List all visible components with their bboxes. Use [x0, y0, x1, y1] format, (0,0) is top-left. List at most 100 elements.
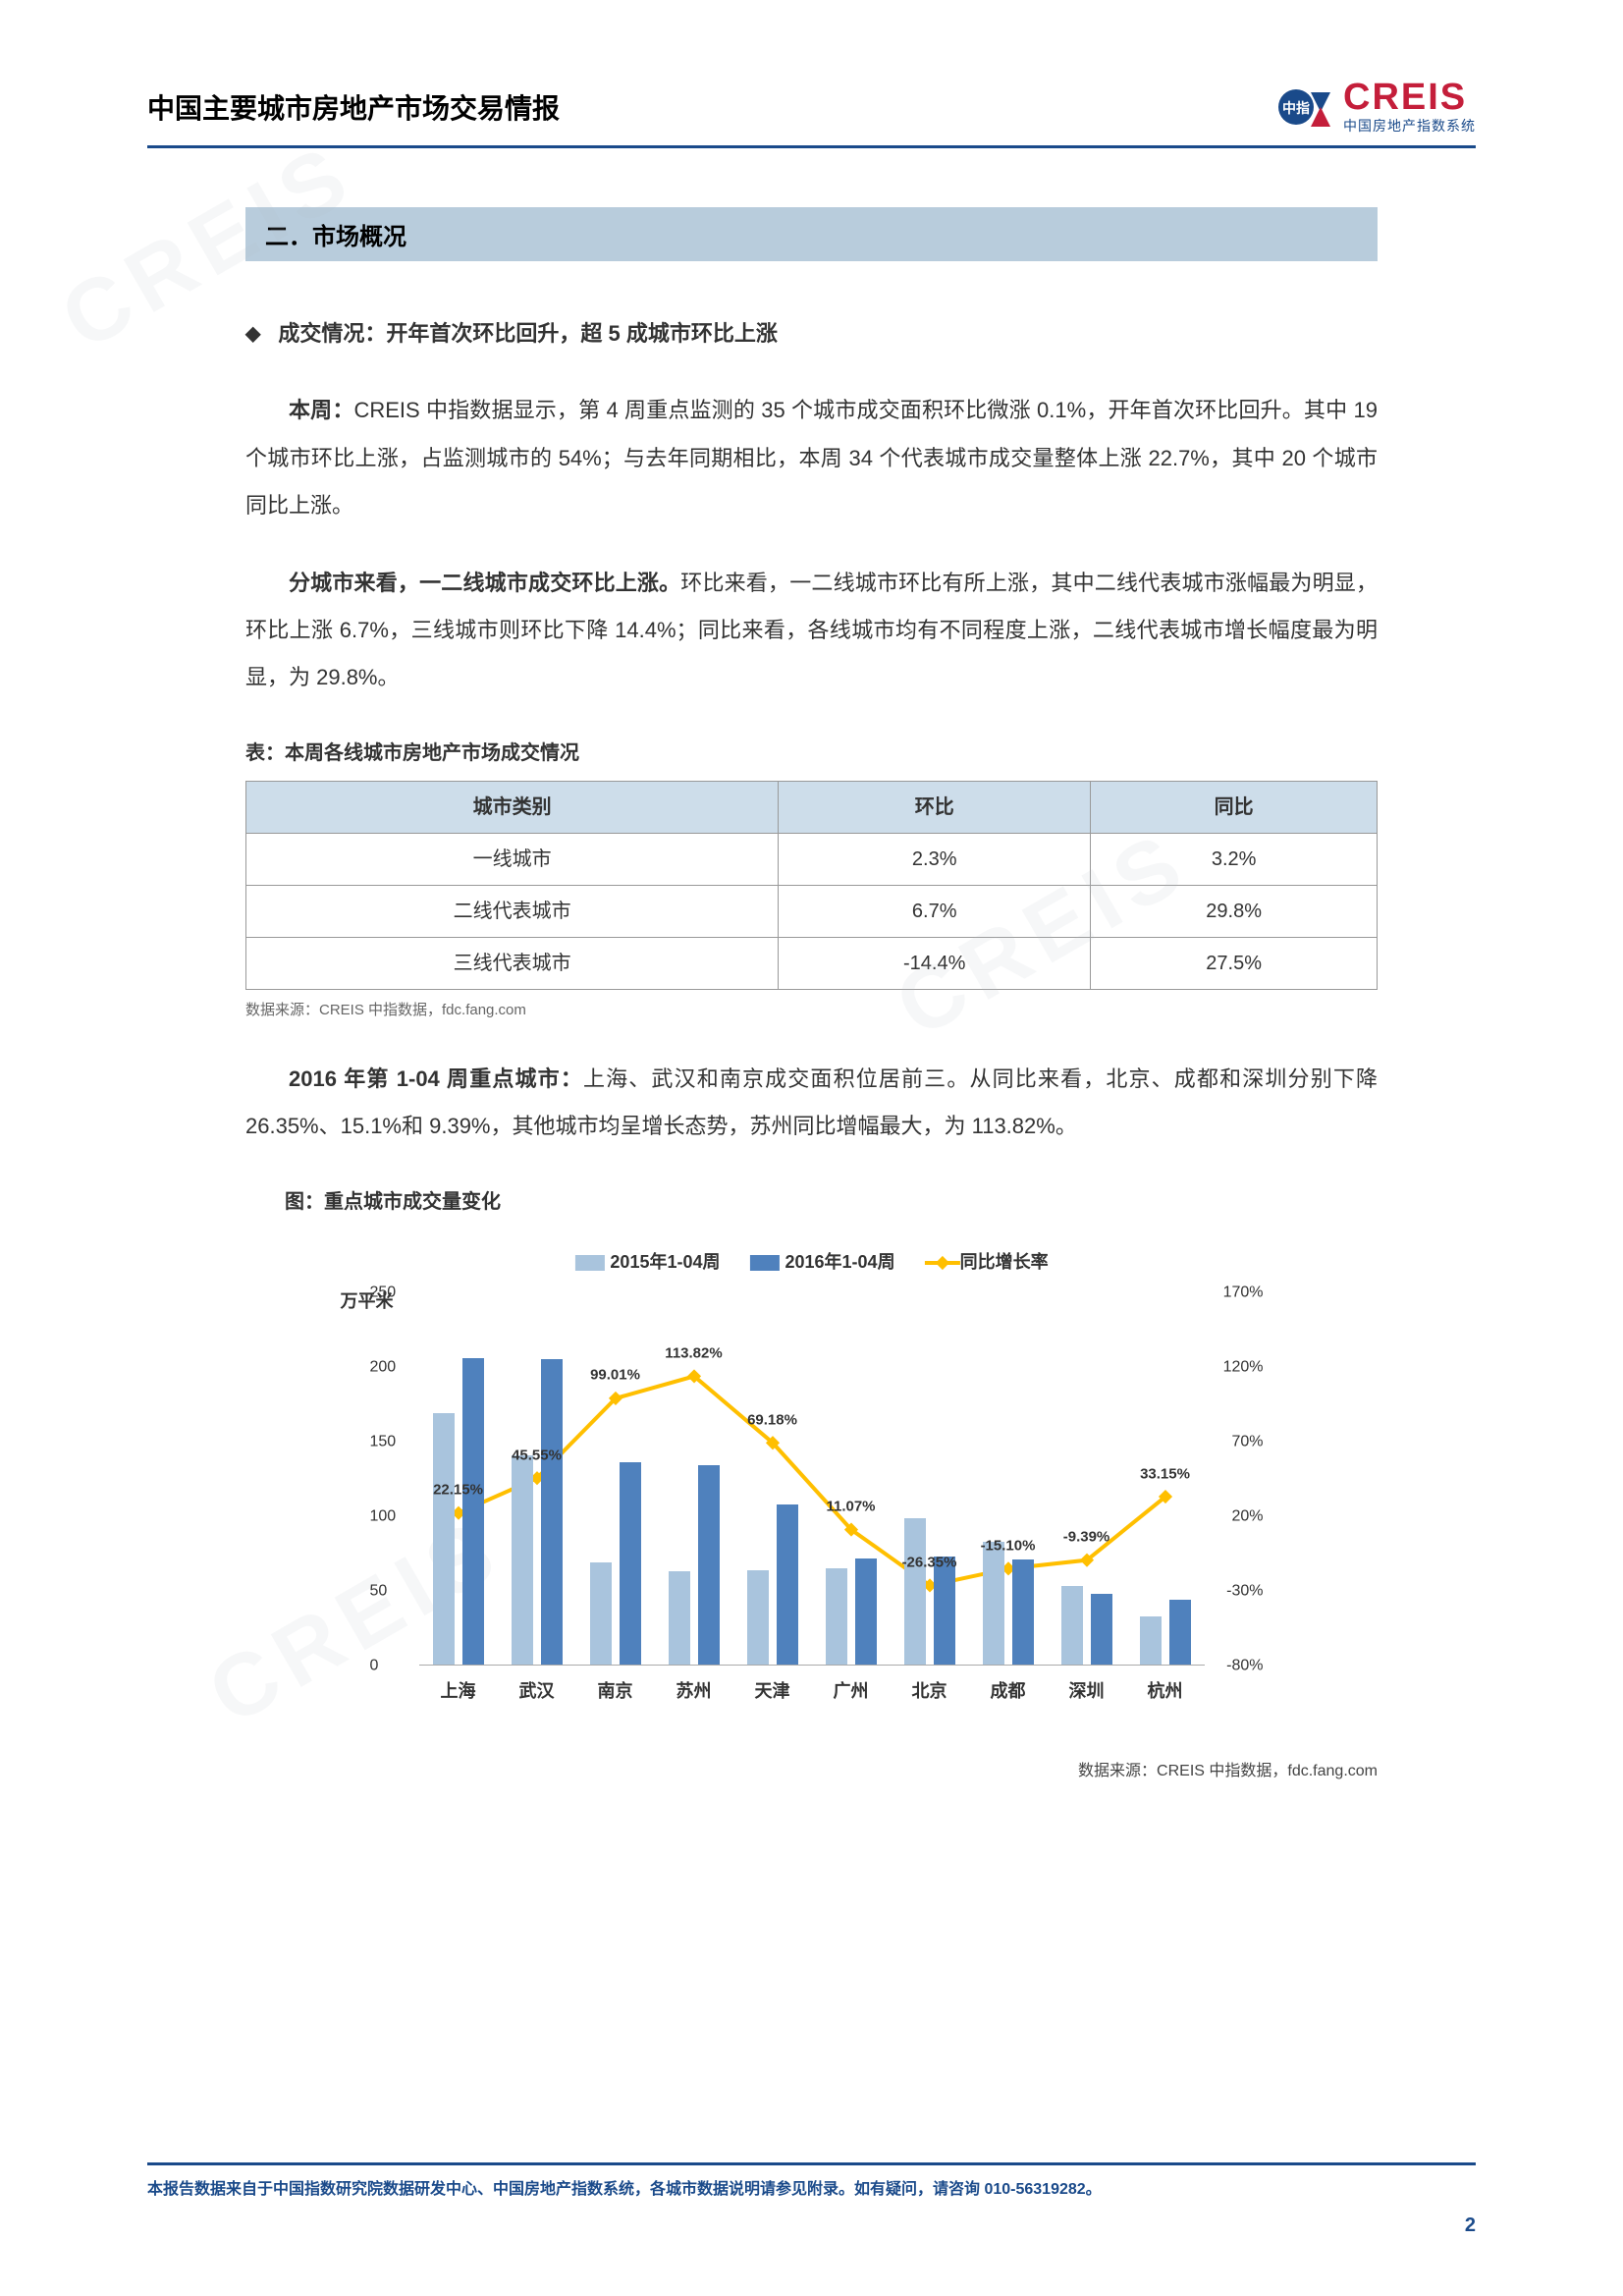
- page-number: 2: [147, 2214, 1476, 2237]
- y2-tick: 70%: [1231, 1424, 1263, 1458]
- y2-tick: 120%: [1223, 1349, 1264, 1384]
- bar-2015: [1061, 1586, 1083, 1664]
- growth-label: 99.01%: [590, 1359, 640, 1392]
- bar-2015: [590, 1562, 612, 1664]
- y1-tick: 200: [370, 1349, 397, 1384]
- table-cell: 27.5%: [1091, 937, 1378, 989]
- th-yoy: 同比: [1091, 781, 1378, 833]
- subsection-label: 成交情况：开年首次环比回升，超 5 成城市环比上涨: [278, 310, 777, 357]
- growth-label: 113.82%: [665, 1337, 722, 1369]
- bar-2016: [1012, 1559, 1034, 1664]
- bar-2016: [777, 1504, 798, 1665]
- chart: 2015年1-04周 2016年1-04周 同比增长率 万平米 05010015…: [321, 1243, 1303, 1734]
- bar-2015: [826, 1568, 847, 1664]
- th-mom: 环比: [779, 781, 1091, 833]
- diamond-icon: ◆: [245, 312, 260, 355]
- y2-tick: -80%: [1226, 1648, 1263, 1682]
- y1-tick: 100: [370, 1499, 397, 1533]
- page: 中国主要城市房地产市场交易情报 中指 CREIS 中国房地产指数系统 二．市场概…: [0, 0, 1623, 1847]
- logo-icon: 中指: [1276, 82, 1335, 132]
- table-cell: 6.7%: [779, 885, 1091, 937]
- chart-source: 数据来源：CREIS 中指数据，fdc.fang.com: [245, 1754, 1378, 1788]
- bar-2016: [855, 1558, 877, 1665]
- table-header-row: 城市类别 环比 同比: [246, 781, 1378, 833]
- p1-text: CREIS 中指数据显示，第 4 周重点监测的 35 个城市成交面积环比微涨 0…: [245, 398, 1378, 518]
- bar-2016: [1091, 1594, 1112, 1664]
- chart-plot: 050100150200250-80%-30%20%70%120%170%上海武…: [419, 1292, 1205, 1666]
- footer-text: 本报告数据来自于中国指数研究院数据研发中心、中国房地产指数系统，各城市数据说明请…: [147, 2175, 1476, 2199]
- x-category: 成都: [991, 1665, 1026, 1712]
- bar-2016: [698, 1465, 720, 1664]
- y2-tick: -30%: [1226, 1573, 1263, 1608]
- legend-growth: 同比增长率: [925, 1243, 1049, 1283]
- report-title: 中国主要城市房地产市场交易情报: [147, 87, 560, 127]
- growth-label: -9.39%: [1063, 1521, 1110, 1554]
- paragraph-1: 本周：CREIS 中指数据显示，第 4 周重点监测的 35 个城市成交面积环比微…: [245, 387, 1378, 529]
- logo-text: CREIS 中国房地产指数系统: [1343, 79, 1476, 136]
- legend-2016: 2016年1-04周: [750, 1243, 895, 1283]
- y1-tick: 150: [370, 1424, 397, 1458]
- svg-text:中指: 中指: [1282, 100, 1310, 116]
- page-footer: 本报告数据来自于中国指数研究院数据研发中心、中国房地产指数系统，各城市数据说明请…: [147, 2162, 1476, 2237]
- growth-label: -26.35%: [902, 1546, 957, 1578]
- growth-label: 11.07%: [826, 1490, 875, 1522]
- x-category: 广州: [834, 1665, 869, 1712]
- page-header: 中国主要城市房地产市场交易情报 中指 CREIS 中国房地产指数系统: [147, 79, 1476, 148]
- p3-bold: 2016 年第 1-04 周重点城市：: [289, 1066, 583, 1091]
- legend-line-icon: [925, 1261, 960, 1265]
- p2-bold: 分城市来看，一二线城市成交环比上涨。: [289, 571, 680, 595]
- growth-label: 33.15%: [1140, 1457, 1190, 1490]
- table-source: 数据来源：CREIS 中指数据，fdc.fang.com: [245, 994, 1378, 1026]
- table-row: 二线代表城市6.7%29.8%: [246, 885, 1378, 937]
- y2-tick: 170%: [1223, 1275, 1264, 1309]
- growth-label: 69.18%: [747, 1403, 797, 1436]
- p1-bold: 本周：: [289, 398, 353, 422]
- market-table: 城市类别 环比 同比 一线城市2.3%3.2%二线代表城市6.7%29.8%三线…: [245, 781, 1378, 990]
- bar-2016: [541, 1359, 563, 1664]
- y1-tick: 250: [370, 1275, 397, 1309]
- paragraph-2: 分城市来看，一二线城市成交环比上涨。环比来看，一二线城市环比有所上涨，其中二线代…: [245, 560, 1378, 702]
- logo-main: CREIS: [1343, 79, 1476, 116]
- table-cell: 三线代表城市: [246, 937, 779, 989]
- table-row: 一线城市2.3%3.2%: [246, 833, 1378, 885]
- y1-tick: 0: [370, 1648, 379, 1682]
- subsection-title: ◆ 成交情况：开年首次环比回升，超 5 成城市环比上涨: [245, 310, 1378, 357]
- th-category: 城市类别: [246, 781, 779, 833]
- table-cell: 二线代表城市: [246, 885, 779, 937]
- chart-line-layer: [419, 1292, 1205, 1666]
- bar-2016: [620, 1462, 641, 1664]
- bar-2016: [462, 1358, 484, 1665]
- bar-2015: [747, 1570, 769, 1665]
- y2-tick: 20%: [1231, 1499, 1263, 1533]
- table-cell: 一线城市: [246, 833, 779, 885]
- bar-2015: [433, 1413, 455, 1664]
- table-cell: 2.3%: [779, 833, 1091, 885]
- paragraph-3: 2016 年第 1-04 周重点城市：上海、武汉和南京成交面积位居前三。从同比来…: [245, 1056, 1378, 1151]
- table-row: 三线代表城市-14.4%27.5%: [246, 937, 1378, 989]
- x-category: 天津: [755, 1665, 790, 1712]
- bar-2016: [1169, 1600, 1191, 1664]
- section-heading: 二．市场概况: [245, 207, 1378, 261]
- bar-2015: [669, 1571, 690, 1664]
- growth-label: 22.15%: [433, 1474, 483, 1506]
- x-category: 杭州: [1148, 1665, 1183, 1712]
- legend-2015: 2015年1-04周: [574, 1243, 720, 1283]
- chart-title: 图：重点城市成交量变化: [285, 1180, 1378, 1224]
- logo: 中指 CREIS 中国房地产指数系统: [1276, 79, 1476, 136]
- growth-label: 45.55%: [512, 1439, 562, 1471]
- table-cell: 3.2%: [1091, 833, 1378, 885]
- x-category: 深圳: [1069, 1665, 1105, 1712]
- x-category: 南京: [598, 1665, 633, 1712]
- table-caption: 表：本周各线城市房地产市场成交情况: [245, 732, 1378, 775]
- footer-rule: 本报告数据来自于中国指数研究院数据研发中心、中国房地产指数系统，各城市数据说明请…: [147, 2162, 1476, 2199]
- bar-2015: [512, 1455, 533, 1665]
- growth-label: -15.10%: [981, 1529, 1036, 1561]
- chart-legend: 2015年1-04周 2016年1-04周 同比增长率: [574, 1243, 1048, 1283]
- x-category: 武汉: [519, 1665, 555, 1712]
- x-category: 苏州: [676, 1665, 712, 1712]
- legend-box-2015-icon: [574, 1255, 604, 1271]
- logo-sub: 中国房地产指数系统: [1343, 116, 1476, 136]
- legend-box-2016-icon: [750, 1255, 780, 1271]
- x-category: 北京: [912, 1665, 947, 1712]
- y1-tick: 50: [370, 1573, 388, 1608]
